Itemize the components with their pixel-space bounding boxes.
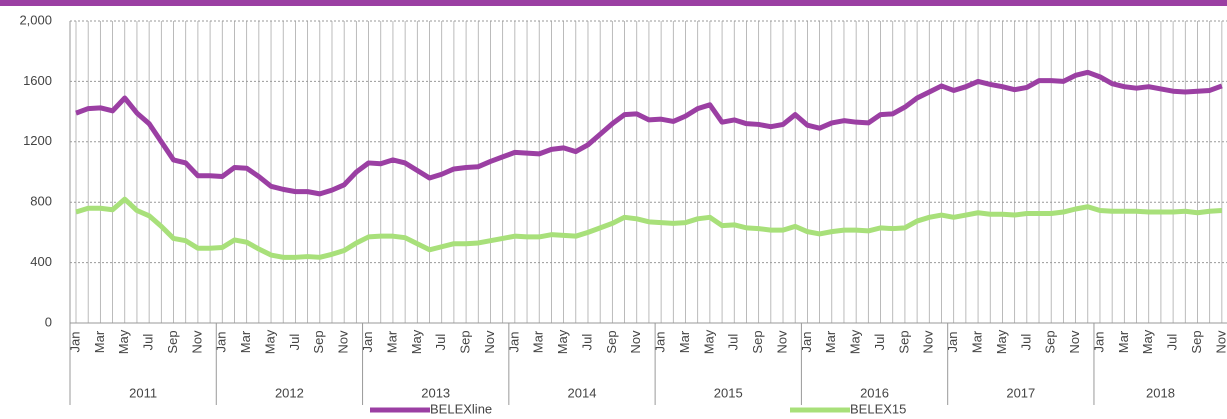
x-tick-label: Jan <box>945 332 960 353</box>
x-tick-label: Sep <box>750 330 765 353</box>
x-tick-label: Jul <box>433 334 448 351</box>
y-tick-label: 400 <box>30 254 52 269</box>
x-tick-label: May <box>1140 329 1155 354</box>
x-tick-label: Sep <box>604 330 619 353</box>
x-tick-label: May <box>262 329 277 354</box>
x-tick-label: Sep <box>165 330 180 353</box>
top-bar <box>0 0 1227 6</box>
y-tick-label: 1200 <box>23 133 52 148</box>
year-label: 2014 <box>568 385 597 400</box>
year-label: 2013 <box>421 385 450 400</box>
y-tick-label: 800 <box>30 194 52 209</box>
x-tick-label: Sep <box>1189 330 1204 353</box>
x-tick-label: Nov <box>1213 330 1227 354</box>
legend-label: BELEX15 <box>850 401 906 416</box>
x-tick-label: Jul <box>579 334 594 351</box>
x-tick-label: Nov <box>774 330 789 354</box>
x-tick-label: Jul <box>1018 334 1033 351</box>
x-tick-label: Mar <box>238 330 253 353</box>
x-tick-label: Jan <box>360 332 375 353</box>
y-tick-label: 1600 <box>23 73 52 88</box>
x-tick-label: May <box>701 329 716 354</box>
x-tick-label: Jan <box>506 332 521 353</box>
x-tick-label: Jan <box>214 332 229 353</box>
x-tick-label: May <box>555 329 570 354</box>
x-tick-label: Nov <box>1067 330 1082 354</box>
series-line <box>75 69 1223 197</box>
x-tick-label: May <box>994 329 1009 354</box>
x-tick-label: Jul <box>872 334 887 351</box>
x-tick-label: Jan <box>67 332 82 353</box>
x-tick-label: Nov <box>336 330 351 354</box>
x-tick-label: Nov <box>189 330 204 354</box>
x-tick-label: Jan <box>653 332 668 353</box>
x-tick-label: Jan <box>799 332 814 353</box>
year-label: 2016 <box>860 385 889 400</box>
x-tick-label: Mar <box>384 330 399 353</box>
x-tick-label: Mar <box>677 330 692 353</box>
legend-label: BELEXline <box>430 401 492 416</box>
x-tick-label: Mar <box>823 330 838 353</box>
year-label: 2018 <box>1146 385 1175 400</box>
x-tick-label: Jul <box>726 334 741 351</box>
x-tick-label: Sep <box>311 330 326 353</box>
x-tick-label: Jul <box>141 334 156 351</box>
x-tick-label: May <box>409 329 424 354</box>
year-label: 2011 <box>129 385 157 400</box>
x-tick-label: Nov <box>921 330 936 354</box>
x-tick-label: Nov <box>482 330 497 354</box>
y-tick-label: 2,000 <box>19 12 52 27</box>
x-tick-label: Mar <box>1116 330 1131 353</box>
x-tick-label: Sep <box>1043 330 1058 353</box>
x-tick-label: Jan <box>1091 332 1106 353</box>
year-label: 2012 <box>275 385 304 400</box>
x-tick-label: Sep <box>896 330 911 353</box>
y-tick-label: 0 <box>45 314 52 329</box>
x-tick-label: Mar <box>92 330 107 353</box>
year-label: 2017 <box>1006 385 1035 400</box>
year-label: 2015 <box>714 385 743 400</box>
x-tick-label: Sep <box>458 330 473 353</box>
x-tick-label: May <box>848 329 863 354</box>
x-tick-label: Jul <box>287 334 302 351</box>
x-tick-label: Nov <box>628 330 643 354</box>
series-line <box>75 196 1223 260</box>
x-tick-label: May <box>116 329 131 354</box>
x-tick-label: Mar <box>531 330 546 353</box>
x-tick-label: Mar <box>969 330 984 353</box>
x-tick-label: Jul <box>1165 334 1180 351</box>
